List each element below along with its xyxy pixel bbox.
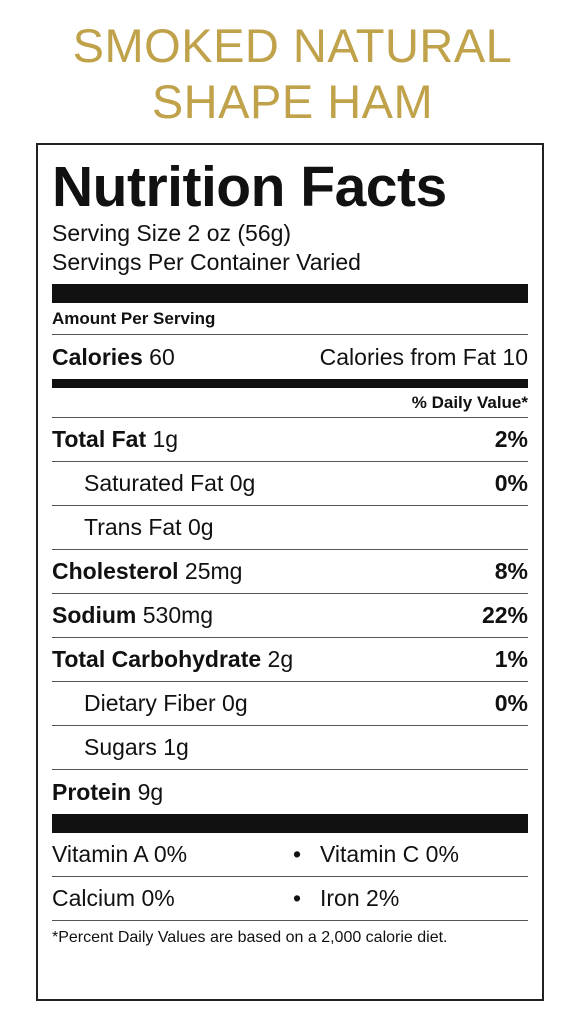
nutrient-name: Trans Fat: [84, 514, 182, 540]
nutrient-name: Dietary Fiber: [84, 690, 216, 716]
nutrient-name: Cholesterol: [52, 558, 179, 584]
nutrient-name-amount: Protein 9g: [52, 779, 163, 806]
nutrient-row: Protein 9g: [52, 770, 528, 814]
medium-divider: [52, 379, 528, 388]
nutrient-daily-value: 0%: [494, 470, 528, 496]
nutrient-row: Total Carbohydrate 2g 1%: [52, 638, 528, 682]
calories-label: Calories: [52, 343, 143, 370]
nutrient-amount: 0g: [187, 514, 214, 540]
nutrient-amount: 530mg: [142, 602, 214, 628]
bullet-separator: •: [292, 841, 302, 867]
nutrient-daily-value: 2%: [494, 426, 528, 452]
vitamin-row: Vitamin A 0% • Vitamin C 0%: [52, 833, 528, 877]
nutrient-row: Cholesterol 25mg 8%: [52, 550, 528, 594]
nutrient-amount: 0g: [229, 470, 256, 496]
nutrient-row: Dietary Fiber 0g 0%: [52, 682, 528, 726]
nutrient-name-amount: Sodium 530mg: [52, 602, 213, 629]
nutrient-amount: 9g: [137, 778, 164, 805]
nutrient-name: Total Carbohydrate: [52, 646, 262, 672]
nutrient-name: Sugars: [84, 734, 157, 760]
nutrient-name-amount: Trans Fat 0g: [52, 514, 214, 541]
nutrient-row: Saturated Fat 0g 0%: [52, 462, 528, 506]
nutrient-amount: 1g: [163, 734, 189, 760]
vitamin-left: Vitamin A 0%: [52, 841, 188, 867]
product-title-line-1: SMOKED NATURAL: [72, 19, 513, 72]
serving-size: Serving Size 2 oz (56g): [52, 220, 292, 246]
vitamin-list: Vitamin A 0% • Vitamin C 0% Calcium 0% • Iron…: [52, 833, 528, 921]
calories-text: Calories 60: [52, 344, 175, 371]
nutrient-row: Sodium 530mg 22%: [52, 594, 528, 638]
nutrient-name-amount: Total Carbohydrate 2g: [52, 646, 293, 673]
vitamin-right: Vitamin C 0%: [320, 841, 459, 867]
servings-per-container: Servings Per Container Varied: [52, 249, 361, 275]
amount-per-serving-label: Amount Per Serving: [52, 308, 216, 328]
nutrient-name-amount: Cholesterol 25mg: [52, 558, 242, 585]
nutrient-row: Sugars 1g: [52, 726, 528, 770]
daily-value-header-row: % Daily Value*: [52, 388, 528, 418]
nutrient-daily-value: 0%: [494, 690, 528, 716]
product-title-line-2: SHAPE HAM: [151, 75, 434, 128]
nutrient-row: Trans Fat 0g: [52, 506, 528, 550]
nutrient-list: Total Fat 1g 2% Saturated Fat 0g 0% Trans Fa…: [52, 418, 528, 814]
vitamin-left: Calcium 0%: [52, 885, 175, 911]
nutrient-daily-value: 8%: [494, 558, 528, 584]
nutrient-amount: 25mg: [184, 558, 243, 584]
amount-per-serving-row: Amount Per Serving: [52, 303, 528, 335]
daily-value-header: % Daily Value*: [411, 392, 528, 412]
vitamin-row: Calcium 0% • Iron 2%: [52, 877, 528, 921]
nutrient-daily-value: 22%: [481, 602, 528, 628]
bullet-separator: •: [292, 885, 302, 911]
thick-divider-bottom: [52, 814, 528, 833]
nutrient-name: Protein: [52, 778, 132, 805]
nutrition-facts-heading: Nutrition Facts: [52, 155, 447, 219]
calories-row: Calories 60 Calories from Fat 10: [52, 335, 528, 379]
nutrition-facts-label: Nutrition Facts Serving Size 2 oz (56g) …: [36, 143, 544, 1001]
nutrient-amount: 1g: [152, 426, 179, 452]
thick-divider: [52, 284, 528, 303]
calories-from-fat: Calories from Fat 10: [319, 343, 528, 370]
calories-value: 60: [149, 343, 175, 370]
nutrient-name: Total Fat: [52, 426, 147, 452]
nutrient-amount: 2g: [267, 646, 294, 672]
vitamin-right: Iron 2%: [320, 885, 400, 911]
nutrient-daily-value: 1%: [494, 646, 528, 672]
footnote: *Percent Daily Values are based on a 2,0…: [52, 929, 448, 946]
nutrient-name-amount: Saturated Fat 0g: [52, 470, 255, 497]
nutrient-name-amount: Total Fat 1g: [52, 426, 178, 453]
nutrient-name-amount: Sugars 1g: [52, 734, 189, 761]
nutrient-row: Total Fat 1g 2%: [52, 418, 528, 462]
nutrient-name: Saturated Fat: [84, 470, 224, 496]
nutrient-amount: 0g: [222, 690, 248, 716]
product-title: SMOKED NATURAL SHAPE HAM: [0, 18, 585, 130]
nutrient-name-amount: Dietary Fiber 0g: [52, 690, 248, 717]
nutrient-name: Sodium: [52, 602, 137, 628]
